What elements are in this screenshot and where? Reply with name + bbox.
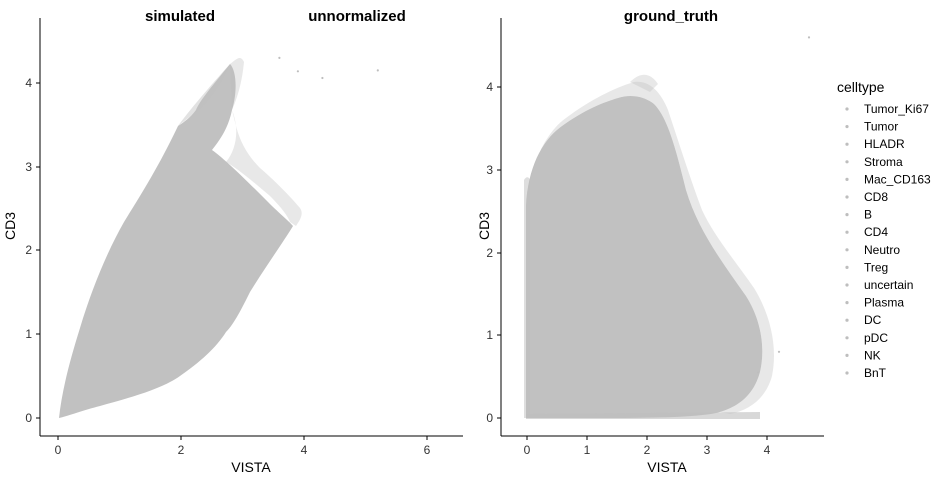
legend-key-dot: [845, 142, 849, 146]
legend-key-dot: [845, 318, 849, 322]
scatter-point: [321, 76, 324, 80]
x-tick-label: 2: [178, 443, 185, 457]
y-tick-label: 0: [486, 411, 493, 425]
y-tick-label: 4: [25, 76, 32, 90]
y-axis-ground-truth: 0 1 2 3 4 CD3: [476, 18, 502, 436]
x-tick-label: 1: [584, 443, 591, 457]
legend-key-dot: [845, 195, 849, 199]
y-tick-label: 3: [25, 160, 32, 174]
legend-item-label: uncertain: [864, 278, 913, 292]
scatter-cloud-simulated: [59, 58, 302, 418]
legend-key-dot: [845, 107, 849, 111]
legend-key-dot: [845, 353, 849, 357]
x-axis-title-simulated: VISTA: [231, 459, 271, 475]
legend-key-dot: [845, 265, 849, 269]
legend-item-label: Treg: [864, 260, 888, 274]
legend-key-dot: [845, 336, 849, 340]
y-axis-simulated: 0 1 2 3 4 CD3: [2, 18, 41, 436]
legend-key-dot: [845, 283, 849, 287]
legend-item-label: Stroma: [864, 155, 903, 169]
scatter-point: [376, 69, 379, 72]
legend-key-dot: [845, 371, 849, 375]
scatter-halo-simulated: [226, 110, 302, 226]
scatter-point: [296, 70, 299, 73]
x-tick-label: 2: [644, 443, 651, 457]
y-tick-label: 2: [25, 243, 32, 257]
legend: celltype Tumor_Ki67 Tumor HLADR Stroma Mac_C…: [837, 79, 931, 380]
legend-item-label: B: [864, 208, 872, 222]
scatter-density-simulated: [59, 64, 293, 418]
y-tick-label: 1: [486, 328, 493, 342]
legend-items: Tumor_Ki67 Tumor HLADR Stroma Mac_CD163 CD8 BC…: [845, 102, 931, 380]
y-axis-title-simulated: CD3: [2, 212, 18, 240]
scatter-cloud-ground-truth: [524, 74, 774, 419]
legend-item-label: NK: [864, 348, 881, 362]
y-axis-title-ground-truth: CD3: [476, 212, 492, 240]
scatter-point: [756, 371, 760, 374]
legend-key-dot: [845, 213, 849, 217]
y-tick-label: 0: [25, 411, 32, 425]
legend-item-label: Neutro: [864, 243, 900, 257]
scatter-point: [807, 36, 811, 39]
y-tick-label: 3: [486, 163, 493, 177]
panel-ground-truth: ground_truth 0 1 2 3 4 CD3: [476, 8, 824, 475]
legend-item-label: Tumor: [864, 120, 898, 134]
panel-subtitle-unnormalized: unnormalized: [308, 8, 406, 25]
x-tick-label: 3: [704, 443, 711, 457]
legend-item-label: DC: [864, 313, 882, 327]
y-tick-label: 2: [486, 246, 493, 260]
panel-title-ground-truth: ground_truth: [624, 8, 718, 25]
legend-item-label: HLADR: [864, 137, 905, 151]
legend-item-label: CD4: [864, 225, 888, 239]
legend-item-label: BnT: [864, 366, 887, 380]
x-tick-label: 4: [764, 443, 771, 457]
x-axis-simulated: 0 2 4 6 VISTA: [40, 435, 463, 475]
scatter-halo-ground-truth: [526, 81, 774, 414]
legend-key-dot: [845, 301, 849, 305]
y-tick-label: 4: [486, 80, 493, 94]
legend-key-dot: [845, 125, 849, 129]
legend-item-label: CD8: [864, 190, 888, 204]
scatter-density-ground-truth: [526, 96, 763, 418]
x-tick-label: 0: [55, 443, 62, 457]
legend-key-dot: [845, 248, 849, 252]
x-tick-label: 4: [301, 443, 308, 457]
legend-title: celltype: [837, 79, 885, 95]
scatter-tail-simulated: [230, 58, 244, 110]
legend-key-dot: [845, 177, 849, 181]
scatter-point: [278, 56, 281, 60]
scatter-upper-edge-simulated: [178, 64, 230, 126]
outlier-points-simulated: [278, 56, 379, 80]
legend-item-label: Plasma: [864, 296, 904, 310]
x-axis-title-ground-truth: VISTA: [647, 459, 687, 475]
x-axis-ground-truth: 0 1 2 3 4 VISTA: [501, 435, 824, 475]
legend-key-dot: [845, 160, 849, 164]
scatter-point: [777, 350, 781, 353]
legend-item-label: Tumor_Ki67: [864, 102, 929, 116]
legend-item-label: Mac_CD163: [864, 172, 931, 186]
scatter-axis-column-ground-truth: [524, 177, 530, 418]
scatter-peak-ground-truth: [630, 74, 658, 92]
panel-simulated: simulated unnormalized 0 1 2 3 4 CD3: [2, 8, 463, 475]
legend-item-label: pDC: [864, 331, 888, 345]
outlier-points-ground-truth: [756, 36, 811, 374]
x-tick-label: 6: [424, 443, 431, 457]
x-tick-label: 0: [524, 443, 531, 457]
scatter-axis-row-ground-truth: [526, 412, 760, 419]
legend-key-dot: [845, 230, 849, 234]
panel-title-simulated: simulated: [145, 8, 215, 25]
y-tick-label: 1: [25, 327, 32, 341]
